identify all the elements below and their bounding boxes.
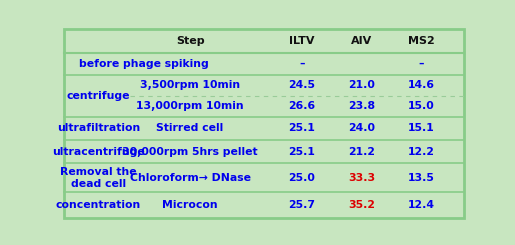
Text: ultrafiltration: ultrafiltration (57, 123, 140, 133)
Text: 21.2: 21.2 (348, 147, 375, 157)
Text: before phage spiking: before phage spiking (79, 59, 209, 69)
Text: 23.8: 23.8 (348, 101, 375, 111)
Text: Step: Step (176, 36, 204, 46)
Text: 25.0: 25.0 (288, 173, 315, 183)
Text: 25.1: 25.1 (288, 147, 315, 157)
Text: 30,000rpm 5hrs pellet: 30,000rpm 5hrs pellet (122, 147, 258, 157)
Text: AIV: AIV (351, 36, 372, 46)
Text: 3,500rpm 10min: 3,500rpm 10min (140, 80, 240, 90)
Text: 21.0: 21.0 (348, 80, 375, 90)
Text: concentration: concentration (56, 200, 141, 210)
Text: 26.6: 26.6 (288, 101, 315, 111)
Text: 24.5: 24.5 (288, 80, 315, 90)
Text: 24.0: 24.0 (348, 123, 375, 133)
Text: MS2: MS2 (408, 36, 435, 46)
Text: 33.3: 33.3 (348, 173, 375, 183)
Text: centrifuge: centrifuge (66, 91, 130, 101)
Text: Microcon: Microcon (162, 200, 218, 210)
Text: Chloroform→ DNase: Chloroform→ DNase (130, 173, 251, 183)
Text: Stirred cell: Stirred cell (157, 123, 224, 133)
Text: 13.5: 13.5 (408, 173, 435, 183)
Text: 25.7: 25.7 (288, 200, 315, 210)
Text: 13,000rpm 10min: 13,000rpm 10min (136, 101, 244, 111)
Text: ultracentrifuge: ultracentrifuge (52, 147, 145, 157)
Text: 15.0: 15.0 (408, 101, 435, 111)
Text: 25.1: 25.1 (288, 123, 315, 133)
Text: –: – (419, 59, 424, 69)
Text: 12.2: 12.2 (408, 147, 435, 157)
Text: Removal the
dead cell: Removal the dead cell (60, 167, 136, 189)
Text: 35.2: 35.2 (348, 200, 375, 210)
Text: 15.1: 15.1 (408, 123, 435, 133)
Text: ILTV: ILTV (289, 36, 315, 46)
Text: 14.6: 14.6 (408, 80, 435, 90)
Text: –: – (299, 59, 304, 69)
Text: 12.4: 12.4 (408, 200, 435, 210)
